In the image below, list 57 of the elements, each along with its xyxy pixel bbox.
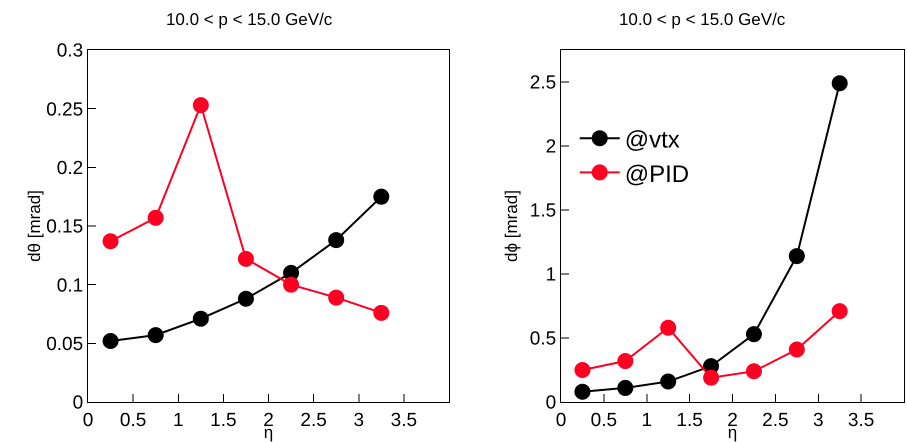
y-axis-title: dθ [mrad] bbox=[25, 190, 44, 262]
x-tick-label: 2.5 bbox=[762, 410, 789, 431]
y-axis-title: dϕ [mrad] bbox=[502, 190, 521, 262]
y-tick-label: 0.5 bbox=[530, 328, 556, 350]
point bbox=[238, 290, 254, 307]
point bbox=[373, 304, 390, 321]
point bbox=[746, 326, 762, 342]
y-tick-label: 0.25 bbox=[46, 99, 84, 120]
point bbox=[574, 362, 590, 378]
x-tick-label: 0.5 bbox=[120, 410, 146, 431]
point bbox=[328, 232, 344, 248]
point bbox=[574, 384, 590, 400]
point bbox=[832, 75, 848, 92]
point bbox=[192, 310, 209, 327]
x-tick-label: 3 bbox=[812, 410, 824, 431]
point bbox=[102, 332, 119, 349]
x-tick-label: 3.5 bbox=[848, 410, 874, 431]
y-tick-label: 0.15 bbox=[46, 216, 84, 238]
y-tick-label: 0.1 bbox=[56, 275, 84, 296]
y-tick-label: 0 bbox=[72, 392, 84, 414]
point bbox=[788, 248, 805, 264]
y-tick-label: 0.3 bbox=[56, 40, 84, 62]
point bbox=[788, 342, 805, 358]
y-tick-label: 0.05 bbox=[46, 334, 84, 355]
y-tick-label: 0.2 bbox=[56, 158, 84, 179]
y-tick-label: 1.5 bbox=[530, 200, 556, 222]
x-tick-label: 3.5 bbox=[390, 410, 418, 431]
x-tick-label: 1 bbox=[172, 410, 184, 431]
point bbox=[660, 320, 676, 336]
point bbox=[617, 380, 634, 396]
y-tick-label: 2 bbox=[546, 136, 556, 158]
y-tick-label: 2.5 bbox=[530, 72, 556, 94]
x-tick-label: 3 bbox=[353, 410, 364, 431]
x-tick-label: 0.5 bbox=[590, 410, 618, 431]
point bbox=[102, 233, 119, 250]
point bbox=[617, 353, 634, 370]
x-tick-label: 1.5 bbox=[676, 410, 703, 431]
point bbox=[192, 97, 209, 114]
point bbox=[238, 250, 254, 267]
y-tick-label: 1 bbox=[546, 264, 556, 286]
point bbox=[746, 363, 762, 380]
x-tick-label: 2.5 bbox=[300, 410, 327, 431]
point bbox=[148, 327, 164, 344]
point bbox=[373, 188, 390, 205]
legend-label: @PID bbox=[624, 160, 690, 188]
point bbox=[148, 210, 164, 226]
legend-label: @vtx bbox=[624, 126, 680, 154]
x-tick-label: 1.5 bbox=[210, 410, 237, 431]
point bbox=[328, 290, 344, 306]
x-tick-label: 1 bbox=[641, 410, 652, 431]
point bbox=[660, 374, 676, 390]
chart-title: 10.0 < p < 15.0 GeV/c bbox=[166, 10, 333, 30]
y-tick-label: 0 bbox=[546, 392, 556, 414]
point bbox=[703, 370, 720, 386]
chart-title: 10.0 < p < 15.0 GeV/c bbox=[618, 10, 786, 30]
point bbox=[283, 276, 300, 293]
point bbox=[832, 303, 848, 320]
